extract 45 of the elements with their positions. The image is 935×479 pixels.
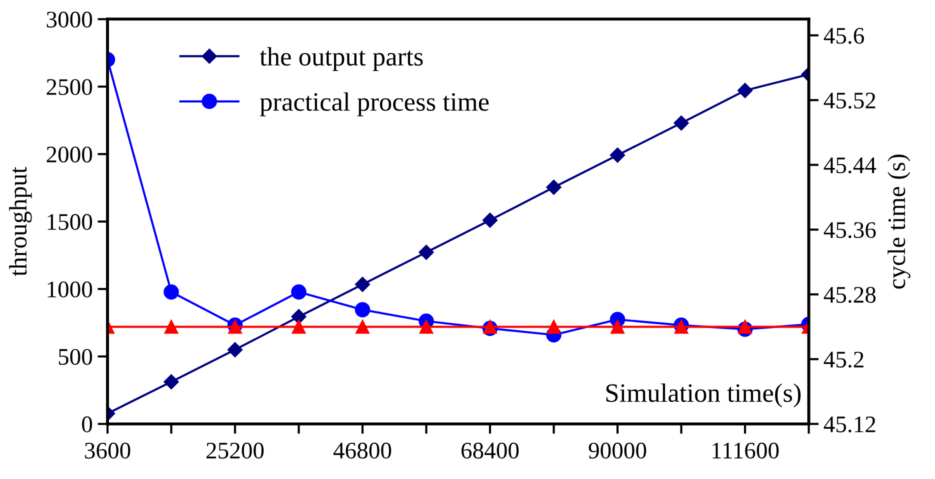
legend-label: practical process time xyxy=(260,92,489,116)
x-tick-label: 111600 xyxy=(712,442,779,459)
y2-tick-label: 45.44 xyxy=(824,158,876,174)
point xyxy=(356,320,370,334)
y-tick-label: 3000 xyxy=(46,12,92,28)
point xyxy=(546,180,562,195)
point xyxy=(164,320,178,334)
y-tick-label: 2500 xyxy=(46,79,92,96)
y2-tick-label: 45.12 xyxy=(824,416,876,432)
point xyxy=(354,276,370,292)
x-tick-label: 3600 xyxy=(85,442,130,459)
point xyxy=(164,284,179,300)
point xyxy=(482,212,498,228)
x-tick-label: 90000 xyxy=(588,442,646,459)
y-tick-label: 500 xyxy=(58,348,92,365)
x-tick-label: 46800 xyxy=(333,442,392,459)
point xyxy=(737,82,753,98)
y2-tick-label: 45.52 xyxy=(824,92,876,109)
point xyxy=(227,342,243,358)
point xyxy=(610,320,624,334)
point xyxy=(546,320,561,334)
y-axis-title: throughput xyxy=(9,166,32,276)
point xyxy=(738,320,752,334)
y-tick-label: 2000 xyxy=(46,146,92,163)
y-tick-label: 1500 xyxy=(48,214,92,230)
point xyxy=(610,148,626,163)
y2-tick-label: 45.36 xyxy=(824,222,876,238)
x-axis-title: Simulation time(s) xyxy=(606,383,801,408)
y-tick-label: 1000 xyxy=(48,281,92,298)
point xyxy=(292,320,306,334)
y-tick-label: 0 xyxy=(82,416,92,432)
y2-tick-label: 45.2 xyxy=(824,352,864,368)
y2-tick-label: 45.6 xyxy=(824,28,864,44)
point xyxy=(674,115,689,131)
point xyxy=(164,374,179,390)
point xyxy=(419,320,434,334)
x-tick-label: 68400 xyxy=(462,442,519,459)
point xyxy=(291,309,306,324)
point xyxy=(418,244,434,260)
y2-axis-title: cycle time (s) xyxy=(888,154,910,289)
x-tick-label: 25200 xyxy=(206,442,264,459)
point xyxy=(354,302,370,318)
y2-tick-label: 45.28 xyxy=(824,286,876,303)
legend-label: the output parts xyxy=(260,47,423,72)
point xyxy=(291,284,306,300)
